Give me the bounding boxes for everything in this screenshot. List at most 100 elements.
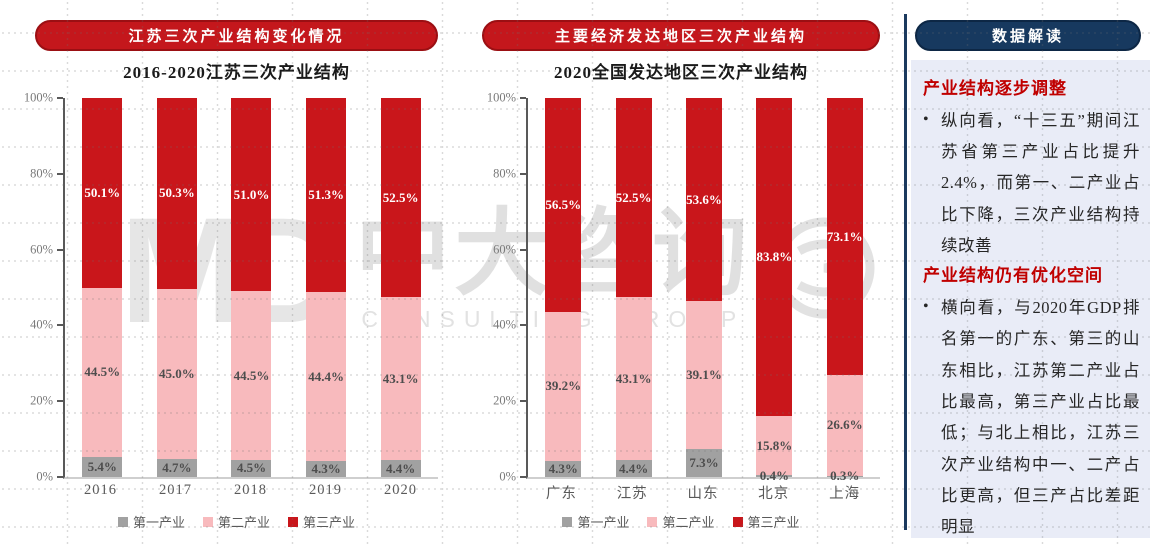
bar-山东: 7.3% 39.1% 53.6% [685, 98, 722, 477]
x-axis-label: 北京 [758, 486, 790, 502]
bullet-item: • 横向看，与2020年GDP排名第一的广东、第三的山东相比，江苏第二产业占比最… [923, 292, 1140, 543]
legend-swatch [647, 516, 658, 527]
legend-item: 第三产业 [288, 512, 355, 531]
bar-segment-第一产业: 4.3% [545, 460, 582, 477]
bar-segment-label: 0.3% [830, 468, 860, 484]
legend-item: 第一产业 [117, 512, 185, 531]
y-tick-mark [57, 248, 63, 251]
bullet-text: 纵向看，“十三五”期间江苏省第三产业占比提升2.4%，而第一、二产业占比下降，三… [941, 110, 1140, 255]
x-axis-label: 江苏 [616, 486, 648, 502]
bar-segment-第二产业: 44.5% [82, 287, 123, 457]
x-axis-labels: 2016 2017 2018 2019 2020 [63, 482, 438, 499]
bar-segment-第一产业: 4.5% [231, 459, 272, 477]
bar-segment-第二产业: 15.8% [756, 415, 793, 476]
bar-segment-label: 4.3% [311, 460, 341, 476]
bar-segment-label: 44.4% [308, 368, 344, 384]
section-heading: 产业结构仍有优化空间 [923, 266, 1103, 286]
y-tick-label: 0% [36, 469, 53, 484]
regions-structure-chart: 主要经济发达地区三次产业结构 2020全国发达地区三次产业结构 0% 20% 40%… [482, 20, 880, 547]
plot-area: 4.3% 39.2% 56.5% 4.4% 43.1% 52.5% 7.3% 39.1% 53.… [526, 98, 880, 483]
bar-2018: 4.5% 44.5% 51.0% [231, 98, 272, 477]
bar-segment-label: 51.0% [233, 186, 270, 202]
bar-segment-label: 44.5% [84, 364, 121, 380]
bar-segment-第二产业: 26.6% [826, 375, 863, 476]
bar-广东: 4.3% 39.2% 56.5% [545, 98, 582, 477]
bar-segment-第一产业: 4.4% [615, 460, 652, 477]
bar-segment-第三产业: 51.0% [231, 98, 272, 292]
bar-segment-第一产业: 0.3% [826, 468, 863, 483]
plot-row: 0% 20% 40% 60% 80% 100% 4.3% 39.2% 56.5% 4.4% 43.… [482, 91, 880, 484]
x-axis-label: 2019 [309, 482, 342, 498]
x-axis-label: 山东 [687, 486, 719, 502]
bar-2016: 5.4% 44.5% 50.1% [82, 98, 123, 477]
y-tick-label: 60% [493, 242, 516, 257]
chart-banner: 主要经济发达地区三次产业结构 [482, 20, 880, 51]
bar-segment-label: 43.1% [382, 370, 419, 386]
bar-segment-label: 5.4% [87, 458, 117, 474]
insights-panel: 数据解读 产业结构逐步调整 • 纵向看，“十三五”期间江苏省第三产业占比提升2.… [904, 14, 1153, 538]
legend-swatch [562, 516, 573, 527]
y-tick-label: 80% [30, 166, 53, 181]
panel-divider [904, 14, 907, 530]
bar-segment-label: 73.1% [826, 228, 863, 244]
x-axis-label: 2017 [159, 482, 192, 498]
bar-segment-label: 4.4% [386, 460, 416, 476]
x-axis-label: 广东 [545, 486, 577, 502]
bar-上海: 0.3% 26.6% 73.1% [826, 98, 863, 483]
y-axis: 0% 20% 40% 60% 80% 100% [24, 91, 63, 484]
y-tick-mark [520, 324, 526, 327]
y-tick-label: 80% [493, 166, 516, 181]
bar-segment-label: 0.4% [759, 468, 789, 484]
legend: 第一产业 第二产业 第三产业 [482, 512, 880, 531]
y-tick-mark [57, 172, 63, 175]
panel-banner-label: 数据解读 [991, 29, 1064, 45]
plot-row: 0% 20% 40% 60% 80% 100% 5.4% 44.5% 50.1% 4.7% 45.… [24, 91, 438, 484]
bar-segment-label: 83.8% [756, 248, 793, 264]
bar-segment-第三产业: 56.5% [545, 98, 582, 313]
x-axis-label: 上海 [829, 486, 861, 502]
bar-segment-label: 26.6% [826, 417, 863, 433]
bar-segment-label: 4.7% [162, 460, 192, 476]
y-tick-mark [520, 97, 526, 99]
bar-segment-第二产业: 44.5% [231, 291, 272, 460]
y-tick-label: 40% [493, 317, 516, 332]
y-axis: 0% 20% 40% 60% 80% 100% [482, 91, 526, 484]
legend-label: 第三产业 [303, 515, 356, 530]
bar-segment-label: 39.1% [686, 367, 722, 383]
bar-江苏: 4.4% 43.1% 52.5% [615, 98, 652, 477]
bar-2019: 4.3% 44.4% 51.3% [306, 98, 347, 477]
y-tick-label: 20% [30, 393, 53, 408]
x-axis-label: 2020 [384, 482, 417, 498]
legend-swatch [732, 516, 743, 527]
bar-segment-第二产业: 44.4% [306, 292, 347, 461]
bar-segment-label: 51.3% [308, 187, 344, 203]
bullet-icon: • [923, 297, 929, 315]
legend-label: 第二产业 [662, 515, 715, 530]
x-axis-label: 2018 [234, 482, 267, 498]
bar-segment-第一产业: 4.7% [156, 459, 197, 477]
bar-北京: 0.4% 15.8% 83.8% [756, 98, 793, 483]
plot-area: 5.4% 44.5% 50.1% 4.7% 45.0% 50.3% 4.5% 44.5% 51.… [63, 98, 438, 479]
bar-segment-label: 7.3% [689, 455, 719, 471]
jiangsu-structure-chart: 江苏三次产业结构变化情况 2016-2020江苏三次产业结构 0% 20% 40% 6… [24, 20, 438, 547]
bar-segment-第二产业: 39.1% [685, 301, 722, 450]
bar-segment-第二产业: 43.1% [380, 296, 421, 461]
panel-background [911, 60, 1150, 538]
y-tick-label: 100% [486, 90, 516, 105]
bar-segment-label: 53.6% [686, 191, 722, 207]
y-tick-mark [57, 476, 63, 478]
bar-segment-label: 52.5% [615, 189, 652, 205]
chart-banner-label: 江苏三次产业结构变化情况 [128, 29, 345, 45]
panel-content: 产业结构逐步调整 • 纵向看，“十三五”期间江苏省第三产业占比提升2.4%，而第… [911, 66, 1150, 543]
x-axis-labels: 广东 江苏 山东 北京 上海 [526, 482, 880, 503]
bar-segment-第三产业: 51.3% [306, 98, 347, 293]
legend-swatch [202, 516, 213, 527]
bar-segment-第三产业: 50.3% [156, 98, 197, 289]
y-tick-mark [57, 97, 63, 99]
bar-segment-第二产业: 43.1% [615, 296, 652, 461]
legend-label: 第一产业 [132, 515, 185, 530]
bar-segment-第三产业: 73.1% [826, 98, 863, 376]
chart-banner-label: 主要经济发达地区三次产业结构 [554, 29, 807, 45]
bar-segment-第二产业: 39.2% [545, 312, 582, 461]
